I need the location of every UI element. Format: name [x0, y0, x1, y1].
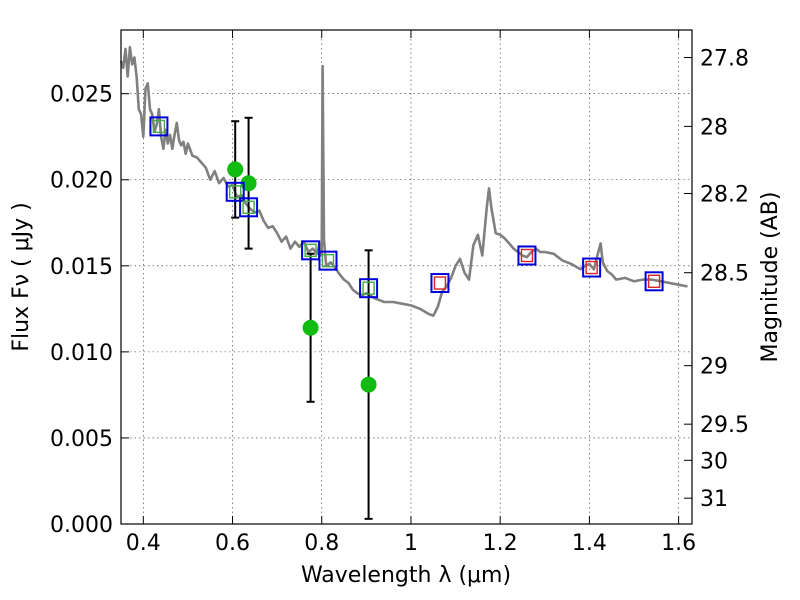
photometry-point: [360, 376, 377, 393]
bandpass-square-marker: [225, 181, 245, 202]
grid-lines: [121, 30, 692, 525]
y-tick-label: 0.015: [50, 255, 113, 280]
x-tick-label: 0.4: [126, 531, 161, 556]
bandpass-inner-marker: [242, 200, 255, 214]
model-spectrum-group: [119, 45, 688, 317]
y-axis-ticks: 0.000 0.005 0.010 0.015 0.020 0.025: [50, 83, 129, 538]
right-tick-label: 27.8: [700, 47, 749, 72]
bandpass-square-marker: [359, 278, 379, 299]
y-tick-label: 0.020: [50, 169, 113, 194]
right-tick-label: 28.2: [700, 183, 749, 208]
bandpass-square-marker: [239, 197, 259, 218]
bandpass-square-marker: [430, 273, 450, 294]
bandpass-square-marker: [582, 257, 602, 278]
bandpass-inner-marker: [362, 281, 375, 295]
bandpass-inner-marker: [152, 119, 166, 134]
spectrum-line: [119, 45, 688, 317]
x-tick-label: 1.2: [483, 531, 518, 556]
x-tick-label: 1.6: [661, 531, 696, 556]
bandpass-square-marker: [517, 245, 537, 266]
bandpass-inner-marker: [433, 276, 447, 290]
bandpass-inner-marker: [585, 260, 598, 275]
y-tick-label: 0.005: [50, 427, 113, 452]
bandpass-inner-marker: [647, 274, 661, 289]
y-tick-label: 0.000: [50, 513, 113, 538]
photometry-points-group: [227, 161, 377, 393]
right-axis-ticks: 27.8 28 28.2 28.5 29 29.5 30 31: [684, 47, 749, 512]
x-tick-label: 1.4: [572, 531, 607, 556]
x-tick-label: 0.8: [304, 531, 339, 556]
bandpass-inner-marker: [321, 253, 335, 268]
bandpass-square-marker: [301, 240, 321, 261]
right-tick-label: 28.5: [700, 262, 749, 287]
bandpass-inner-marker: [520, 248, 534, 263]
bandpass-square-marker: [149, 116, 169, 137]
bandpass-inner-marker: [304, 243, 317, 258]
right-tick-label: 29.5: [700, 413, 749, 438]
right-tick-label: 30: [700, 449, 728, 474]
bandpass-squares-group: [149, 116, 664, 299]
x-tick-label: 1: [404, 531, 418, 556]
right-tick-label: 31: [700, 487, 728, 512]
right-tick-label: 28: [700, 115, 728, 140]
bandpass-square-marker: [644, 271, 664, 292]
y-tick-label: 0.010: [50, 341, 113, 366]
y-tick-label: 0.025: [50, 83, 113, 108]
right-axis-title: Magnitude (AB): [758, 192, 783, 363]
x-axis-title: Wavelength λ (μm): [301, 563, 511, 588]
photometry-point: [302, 319, 319, 336]
x-axis-ticks: 0.4 0.6 0.8 1 1.2 1.4 1.6: [126, 30, 696, 556]
photometry-point: [227, 161, 244, 178]
bandpass-square-marker: [318, 250, 338, 271]
right-tick-label: 29: [700, 355, 728, 380]
plot-frame: [120, 29, 693, 525]
x-tick-label: 0.6: [215, 531, 250, 556]
bandpass-inner-marker: [228, 185, 242, 199]
y-axis-title: Flux Fν ( μJy ): [9, 202, 34, 351]
